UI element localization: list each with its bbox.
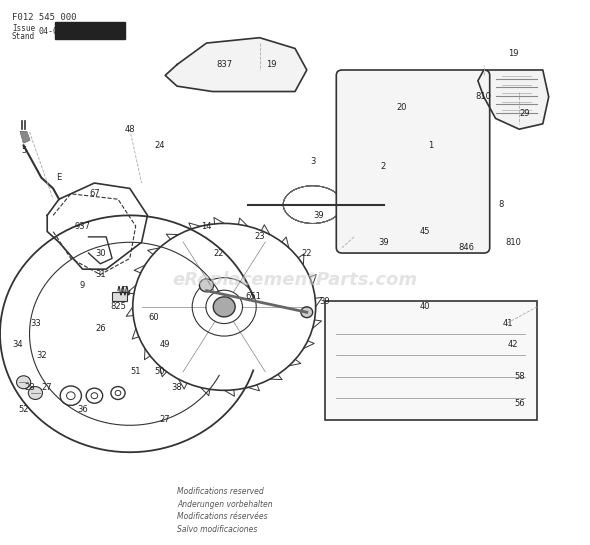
Text: 27: 27 (160, 415, 171, 425)
Text: 42: 42 (508, 340, 519, 349)
Text: 30: 30 (95, 249, 106, 258)
Text: 31: 31 (95, 270, 106, 279)
Text: 651: 651 (246, 292, 261, 301)
Text: E: E (57, 173, 61, 182)
Bar (504, 369, 534, 390)
Text: 36: 36 (77, 404, 88, 414)
Text: 04-04-20: 04-04-20 (38, 27, 78, 36)
Text: 58: 58 (514, 372, 525, 381)
Text: 50: 50 (154, 367, 165, 376)
Text: 22: 22 (213, 249, 224, 258)
Text: 39: 39 (378, 238, 389, 247)
Circle shape (301, 307, 313, 318)
Text: 49: 49 (160, 340, 171, 349)
Text: 837: 837 (216, 60, 232, 69)
Text: 810: 810 (506, 238, 521, 247)
Circle shape (28, 386, 42, 399)
Text: 39: 39 (313, 211, 324, 220)
Circle shape (213, 297, 235, 317)
Text: 28: 28 (24, 383, 35, 392)
Text: 38: 38 (172, 383, 182, 392)
Text: C: C (121, 286, 127, 295)
Text: Fig./Abb. 1: Fig./Abb. 1 (60, 25, 120, 35)
Text: eReplacementParts.com: eReplacementParts.com (172, 271, 418, 289)
Text: 3: 3 (310, 157, 316, 166)
Text: 19: 19 (266, 60, 277, 69)
Text: Issue: Issue (12, 24, 35, 33)
Text: 40: 40 (419, 302, 430, 311)
Text: 51: 51 (130, 367, 141, 376)
Text: 22: 22 (301, 249, 312, 258)
Text: 810: 810 (476, 93, 491, 101)
Polygon shape (478, 70, 549, 129)
Text: 52: 52 (18, 404, 29, 414)
Text: 19: 19 (508, 50, 519, 58)
Text: 2: 2 (381, 162, 386, 171)
Text: Modifications reserved
Anderungen vorbehalten
Modifications réservées
Salvo modi: Modifications reserved Anderungen vorbeh… (177, 487, 273, 534)
Text: 27: 27 (42, 383, 53, 392)
Text: 937: 937 (74, 222, 91, 231)
Polygon shape (21, 132, 30, 143)
Text: 45: 45 (419, 227, 430, 236)
Text: 846: 846 (458, 243, 474, 252)
Text: 34: 34 (12, 340, 23, 349)
Text: 41: 41 (502, 318, 513, 328)
Text: 1: 1 (428, 141, 433, 150)
Text: 32: 32 (36, 351, 47, 360)
Text: 9: 9 (80, 281, 85, 290)
Bar (504, 390, 534, 412)
Text: 67: 67 (89, 189, 100, 198)
Text: 23: 23 (254, 232, 265, 241)
Text: 60: 60 (148, 313, 159, 322)
Text: 20: 20 (396, 103, 407, 112)
Text: 26: 26 (95, 324, 106, 333)
Text: Stand: Stand (12, 32, 35, 41)
Circle shape (199, 279, 214, 292)
Bar (324, 301, 537, 420)
Bar (112, 292, 127, 301)
Text: F012 545 000: F012 545 000 (12, 14, 76, 22)
Text: 8: 8 (499, 200, 504, 209)
FancyBboxPatch shape (55, 22, 125, 39)
Text: 825: 825 (110, 302, 126, 311)
Text: 48: 48 (124, 125, 135, 134)
Text: 5: 5 (21, 146, 26, 155)
Text: 14: 14 (201, 222, 212, 231)
Text: 29: 29 (520, 108, 530, 118)
FancyBboxPatch shape (336, 70, 490, 253)
Text: 39: 39 (319, 297, 330, 306)
Text: 56: 56 (514, 399, 525, 408)
Text: 33: 33 (30, 318, 41, 328)
Text: 24: 24 (154, 141, 165, 150)
Circle shape (17, 376, 31, 389)
Polygon shape (165, 38, 307, 92)
